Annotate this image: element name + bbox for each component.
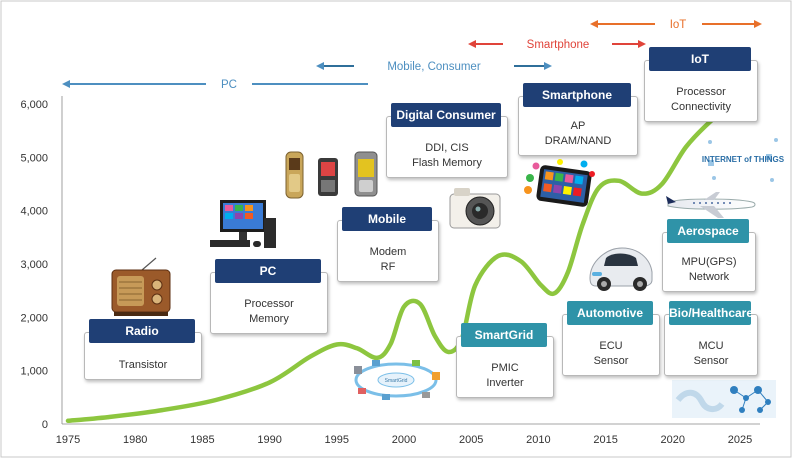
card-digital-consumer-line-2: Flash Memory: [412, 157, 482, 169]
card-iot-line-2: Connectivity: [671, 101, 731, 113]
card-smartgrid-title: SmartGrid: [461, 323, 547, 347]
x-tick-label: 1975: [56, 434, 80, 446]
card-aerospace-line-1: MPU(GPS): [681, 256, 737, 268]
x-tick-label: 1990: [257, 434, 281, 446]
card-iot-line-1: Processor: [676, 86, 726, 98]
card-radio-line-1: Transistor: [118, 359, 168, 371]
card-mobile-line-1: Modem: [369, 246, 407, 258]
card-pc: PC Processor Memory: [210, 259, 328, 334]
card-automotive-line-1: ECU: [599, 340, 623, 352]
card-mobile-line-2: RF: [380, 261, 396, 273]
card-mobile-title: Mobile: [342, 207, 432, 231]
card-digital-consumer-title: Digital Consumer: [391, 103, 501, 127]
y-tick-label: 6,000: [20, 99, 48, 111]
era-smartphone: Smartphone: [468, 39, 646, 51]
card-digital-consumer: Digital Consumer DDI, CIS Flash Memory: [386, 103, 508, 178]
pc-illustration: [210, 200, 276, 248]
card-aerospace-line-2: Network: [688, 271, 730, 283]
era-mobile-consumer: Mobile, Consumer: [316, 61, 552, 73]
card-aerospace-title: Aerospace: [667, 219, 749, 243]
card-pc-line-1: Processor: [244, 298, 294, 310]
x-tick-label: 1995: [325, 434, 349, 446]
iot-graphic: INTERNET of THINGS: [702, 134, 785, 186]
mobile-phones-illustration: [285, 151, 378, 199]
card-aerospace: Aerospace MPU(GPS) Network: [662, 219, 756, 292]
card-radio: Radio Transistor: [84, 319, 202, 380]
iot-graphic-text: INTERNET of THINGS: [702, 155, 785, 164]
card-smartphone-line-1: AP: [570, 120, 586, 132]
card-radio-title: Radio: [89, 319, 195, 343]
card-mobile: Mobile Modem RF: [337, 207, 439, 282]
smartgrid-graphic: SmartGrid: [354, 360, 440, 400]
car-illustration: [589, 247, 653, 291]
card-bio-healthcare: Bio/Healthcare MCU Sensor: [664, 301, 758, 376]
card-smartphone: Smartphone AP DRAM/NAND: [518, 83, 638, 156]
card-pc-title: PC: [215, 259, 321, 283]
card-smartgrid-line-1: PMIC: [491, 362, 519, 374]
card-bio-healthcare-line-2: Sensor: [693, 355, 729, 367]
card-bio-healthcare-line-1: MCU: [698, 340, 724, 352]
camera-illustration: [449, 188, 501, 229]
y-tick-label: 2,000: [20, 312, 48, 324]
healthcare-graphic: [672, 380, 776, 418]
card-pc-line-2: Memory: [249, 313, 289, 325]
card-digital-consumer-line-1: DDI, CIS: [425, 142, 469, 154]
x-tick-label: 1985: [190, 434, 214, 446]
era-iot-label: IoT: [670, 19, 687, 31]
y-tick-label: 1,000: [20, 366, 48, 378]
x-tick-label: 2025: [728, 434, 752, 446]
x-tick-label: 2015: [593, 434, 617, 446]
card-iot: IoT Processor Connectivity: [644, 47, 758, 122]
card-iot-title: IoT: [649, 47, 751, 71]
era-smartphone-label: Smartphone: [527, 39, 590, 51]
card-smartgrid-line-2: Inverter: [486, 377, 524, 389]
era-mobile-consumer-label: Mobile, Consumer: [387, 61, 480, 73]
era-iot: IoT: [590, 19, 762, 31]
x-tick-label: 2000: [392, 434, 416, 446]
card-bio-healthcare-title: Bio/Healthcare: [669, 301, 753, 325]
card-smartgrid: SmartGrid PMIC Inverter: [456, 323, 554, 398]
smartgrid-graphic-text: SmartGrid: [385, 378, 408, 384]
x-tick-label: 1980: [123, 434, 147, 446]
radio-illustration: [111, 257, 171, 316]
card-automotive: Automotive ECU Sensor: [562, 301, 660, 376]
smartphones-illustration: [524, 159, 595, 207]
era-pc: PC: [62, 79, 368, 91]
y-tick-label: 5,000: [20, 152, 48, 164]
x-tick-label: 2005: [459, 434, 483, 446]
card-smartphone-line-2: DRAM/NAND: [544, 135, 612, 147]
y-tick-label: 4,000: [20, 206, 48, 218]
era-pc-label: PC: [221, 79, 237, 91]
card-automotive-title: Automotive: [567, 301, 653, 325]
card-smartphone-title: Smartphone: [523, 83, 631, 107]
y-tick-label: 3,000: [20, 259, 48, 271]
y-tick-label: 0: [42, 419, 48, 431]
x-tick-label: 2010: [526, 434, 550, 446]
x-tick-label: 2020: [661, 434, 685, 446]
card-automotive-line-2: Sensor: [593, 355, 629, 367]
airplane-illustration: [666, 192, 756, 218]
